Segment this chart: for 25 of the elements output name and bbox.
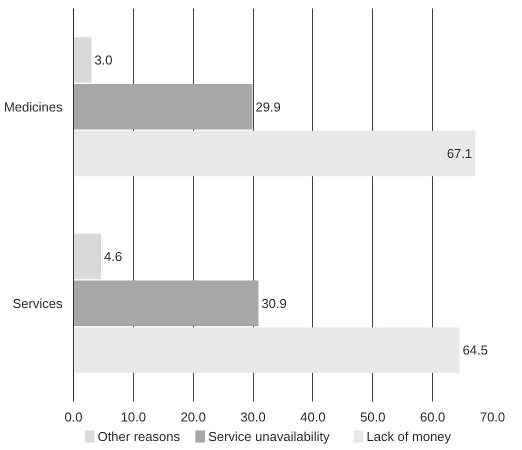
data-label: 4.6 — [104, 248, 122, 264]
data-label: 3.0 — [94, 52, 113, 68]
data-label: 30.9 — [261, 296, 287, 311]
y-tick-label: Medicines — [4, 99, 63, 114]
x-tick-label: 70.0 — [480, 410, 506, 424]
data-label: 67.1 — [446, 146, 472, 162]
x-tick-label: 0.0 — [64, 410, 83, 424]
legend-label: Lack of money — [366, 429, 452, 444]
x-tick-label: 10.0 — [120, 410, 146, 424]
x-tick-label: 50.0 — [360, 410, 386, 424]
bar — [74, 327, 460, 373]
y-tick-label: Services — [12, 296, 63, 311]
bar — [74, 234, 102, 280]
legend-label: Other reasons — [98, 429, 180, 444]
x-tick-label: 60.0 — [420, 410, 446, 424]
x-tick-label: 40.0 — [300, 410, 326, 424]
bar — [74, 37, 92, 83]
data-label: 64.5 — [462, 342, 488, 358]
bar — [74, 130, 476, 176]
x-tick-label: 20.0 — [180, 410, 206, 424]
bar — [74, 280, 258, 326]
bar — [74, 84, 252, 130]
data-label: 29.9 — [255, 99, 281, 114]
legend-label: Service unavailability — [208, 429, 330, 444]
x-tick-label: 30.0 — [240, 410, 266, 424]
